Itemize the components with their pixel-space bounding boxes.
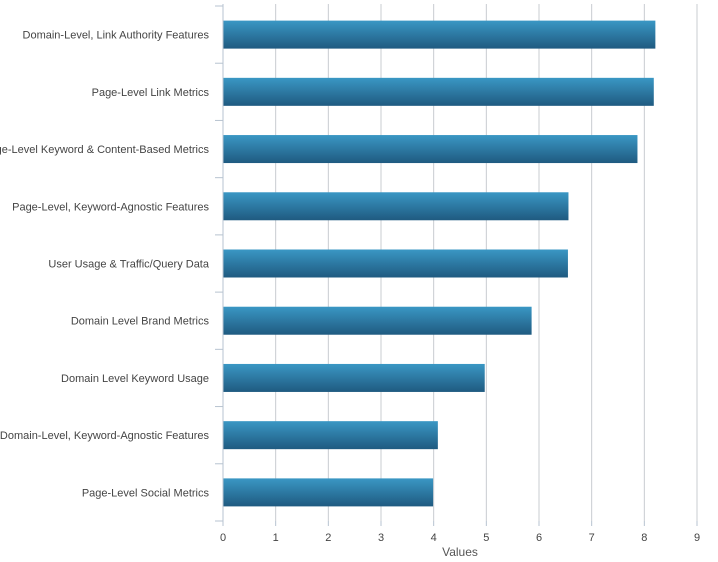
category-label-2: Page-Level Keyword & Content-Based Metri… bbox=[0, 144, 209, 156]
category-label-1: Page-Level Link Metrics bbox=[92, 87, 210, 99]
x-tick-label-7: 7 bbox=[589, 532, 595, 544]
x-tick-label-6: 6 bbox=[536, 532, 542, 544]
bar-4 bbox=[223, 249, 568, 278]
x-tick-label-4: 4 bbox=[431, 532, 437, 544]
bar-6 bbox=[223, 363, 485, 392]
category-label-3: Page-Level, Keyword-Agnostic Features bbox=[12, 201, 209, 213]
x-tick-label-3: 3 bbox=[378, 532, 384, 544]
bar-3 bbox=[223, 192, 569, 221]
bar-8 bbox=[223, 478, 434, 507]
bar-5 bbox=[223, 306, 532, 335]
category-label-4: User Usage & Traffic/Query Data bbox=[48, 259, 209, 271]
bar-1 bbox=[223, 77, 654, 106]
category-label-8: Page-Level Social Metrics bbox=[82, 487, 210, 499]
x-tick-label-8: 8 bbox=[641, 532, 647, 544]
category-label-7: Domain-Level, Keyword-Agnostic Features bbox=[0, 430, 209, 442]
bar-7 bbox=[223, 421, 438, 450]
category-label-6: Domain Level Keyword Usage bbox=[61, 373, 209, 385]
x-tick-label-0: 0 bbox=[220, 532, 226, 544]
x-tick-label-9: 9 bbox=[694, 532, 700, 544]
axes bbox=[215, 4, 698, 526]
bar-2 bbox=[223, 135, 638, 164]
bar-0 bbox=[223, 20, 656, 49]
x-tick-label-1: 1 bbox=[273, 532, 279, 544]
category-label-0: Domain-Level, Link Authority Features bbox=[23, 30, 210, 42]
x-tick-label-2: 2 bbox=[325, 532, 331, 544]
labels: 0 1 2 3 4 5 6 7 8 9 Domain-Level, Link Authority F… bbox=[0, 30, 700, 544]
category-label-5: Domain Level Brand Metrics bbox=[71, 316, 210, 328]
x-axis-title: Values bbox=[442, 545, 478, 559]
x-tick-label-5: 5 bbox=[483, 532, 489, 544]
bars bbox=[223, 20, 656, 507]
